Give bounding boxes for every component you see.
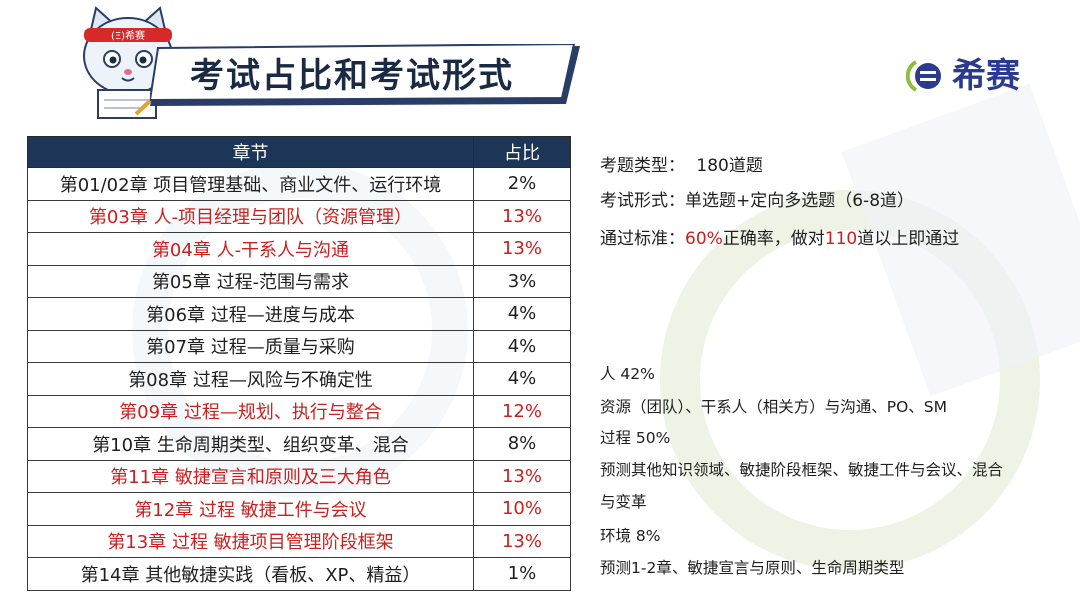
ratio-cell: 13% — [473, 199, 571, 233]
chapter-cell: 第13章 过程 敏捷项目管理阶段框架 — [27, 524, 474, 558]
ratio-cell: 10% — [473, 492, 571, 526]
table-row: 第05章 过程-范围与需求 3% — [27, 264, 571, 298]
svg-text:(Ξ)希赛: (Ξ)希赛 — [111, 29, 145, 42]
exam-type-label: 考题类型： — [600, 156, 685, 176]
domain-people-label: 人 42% — [600, 365, 655, 383]
brand-logo: 希赛 — [906, 56, 1046, 96]
chapter-cell: 第10章 生命周期类型、组织变革、混合 — [27, 427, 474, 461]
table-row: 第01/02章 项目管理基础、商业文件、运行环境 2% — [27, 167, 571, 201]
chapter-cell: 第08章 过程—风险与不确定性 — [27, 362, 474, 396]
chapter-ratio-table: 章节 占比 第01/02章 项目管理基础、商业文件、运行环境 2% 第03章 人-项… — [27, 136, 571, 591]
ratio-cell: 13% — [473, 459, 571, 493]
chapter-cell: 第05章 过程-范围与需求 — [27, 264, 474, 298]
table-row: 第13章 过程 敏捷项目管理阶段框架 13% — [27, 524, 571, 558]
ratio-cell: 4% — [473, 362, 571, 396]
pass-count: 110 — [824, 229, 858, 249]
ratio-cell: 4% — [473, 297, 571, 331]
chapter-cell: 第04章 人-干系人与沟通 — [27, 232, 474, 266]
title-banner — [150, 44, 580, 106]
pass-standard-label: 通过标准： — [600, 229, 685, 249]
table-row: 第07章 过程—质量与采购 4% — [27, 329, 571, 363]
exam-type-value: 180道题 — [696, 156, 763, 176]
table-row: 第12章 过程 敏捷工件与会议 10% — [27, 492, 571, 526]
ratio-cell: 12% — [473, 394, 571, 428]
logo-text: 希赛 — [952, 56, 1020, 96]
domain-environment-desc: 预测1-2章、敏捷宣言与原则、生命周期类型 — [600, 559, 905, 577]
chapter-cell: 第12章 过程 敏捷工件与会议 — [27, 492, 474, 526]
table-row: 第08章 过程—风险与不确定性 4% — [27, 362, 571, 396]
table-row: 第03章 人-项目经理与团队（资源管理） 13% — [27, 199, 571, 233]
ratio-cell: 13% — [473, 524, 571, 558]
page-title: 考试占比和考试形式 — [190, 56, 514, 96]
column-header-chapter: 章节 — [27, 136, 474, 168]
table-row: 第06章 过程—进度与成本 4% — [27, 297, 571, 331]
ratio-cell: 8% — [473, 427, 571, 461]
chapter-cell: 第07章 过程—质量与采购 — [27, 329, 474, 363]
chapter-cell: 第09章 过程—规划、执行与整合 — [27, 394, 474, 428]
pass-rate: 60% — [685, 229, 723, 249]
table-row: 第11章 敏捷宣言和原则及三大角色 13% — [27, 459, 571, 493]
pass-mid-text: 正确率，做对 — [722, 229, 825, 249]
ratio-cell: 2% — [473, 167, 571, 201]
ratio-cell: 4% — [473, 329, 571, 363]
exam-type-line: 考题类型： 180道题 — [600, 154, 763, 178]
chapter-cell: 第03章 人-项目经理与团队（资源管理） — [27, 199, 474, 233]
table-row: 第10章 生命周期类型、组织变革、混合 8% — [27, 427, 571, 461]
chapter-cell: 第01/02章 项目管理基础、商业文件、运行环境 — [27, 167, 474, 201]
ratio-cell: 13% — [473, 232, 571, 266]
pass-tail-text: 道以上即通过 — [857, 229, 960, 249]
exam-form-label: 考试形式： — [600, 191, 685, 211]
table-header-row: 章节 占比 — [27, 136, 571, 168]
chapter-cell: 第11章 敏捷宣言和原则及三大角色 — [27, 459, 474, 493]
pass-standard-line: 通过标准：60%正确率，做对110道以上即通过 — [600, 227, 959, 251]
domain-people-desc: 资源（团队）、干系人（相关方）与沟通、PO、SM — [600, 398, 948, 416]
exam-form-value: 单选题+定向多选题（6-8道） — [685, 191, 915, 211]
domain-process-desc-2: 与变革 — [600, 493, 647, 511]
exam-form-line: 考试形式：单选题+定向多选题（6-8道） — [600, 189, 914, 213]
table-row: 第09章 过程—规划、执行与整合 12% — [27, 394, 571, 428]
chapter-cell: 第06章 过程—进度与成本 — [27, 297, 474, 331]
table-row: 第04章 人-干系人与沟通 13% — [27, 232, 571, 266]
chapter-cell: 第14章 其他敏捷实践（看板、XP、精益） — [27, 557, 474, 591]
domain-process-desc-1: 预测其他知识领域、敏捷阶段框架、敏捷工件与会议、混合 — [600, 461, 1004, 479]
column-header-ratio: 占比 — [473, 136, 571, 168]
domain-environment-label: 环境 8% — [600, 527, 661, 545]
ratio-cell: 3% — [473, 264, 571, 298]
xisai-logo-icon — [906, 60, 941, 92]
table-row: 第14章 其他敏捷实践（看板、XP、精益） 1% — [27, 557, 571, 591]
ratio-cell: 1% — [473, 557, 571, 591]
domain-process-label: 过程 50% — [600, 429, 671, 447]
